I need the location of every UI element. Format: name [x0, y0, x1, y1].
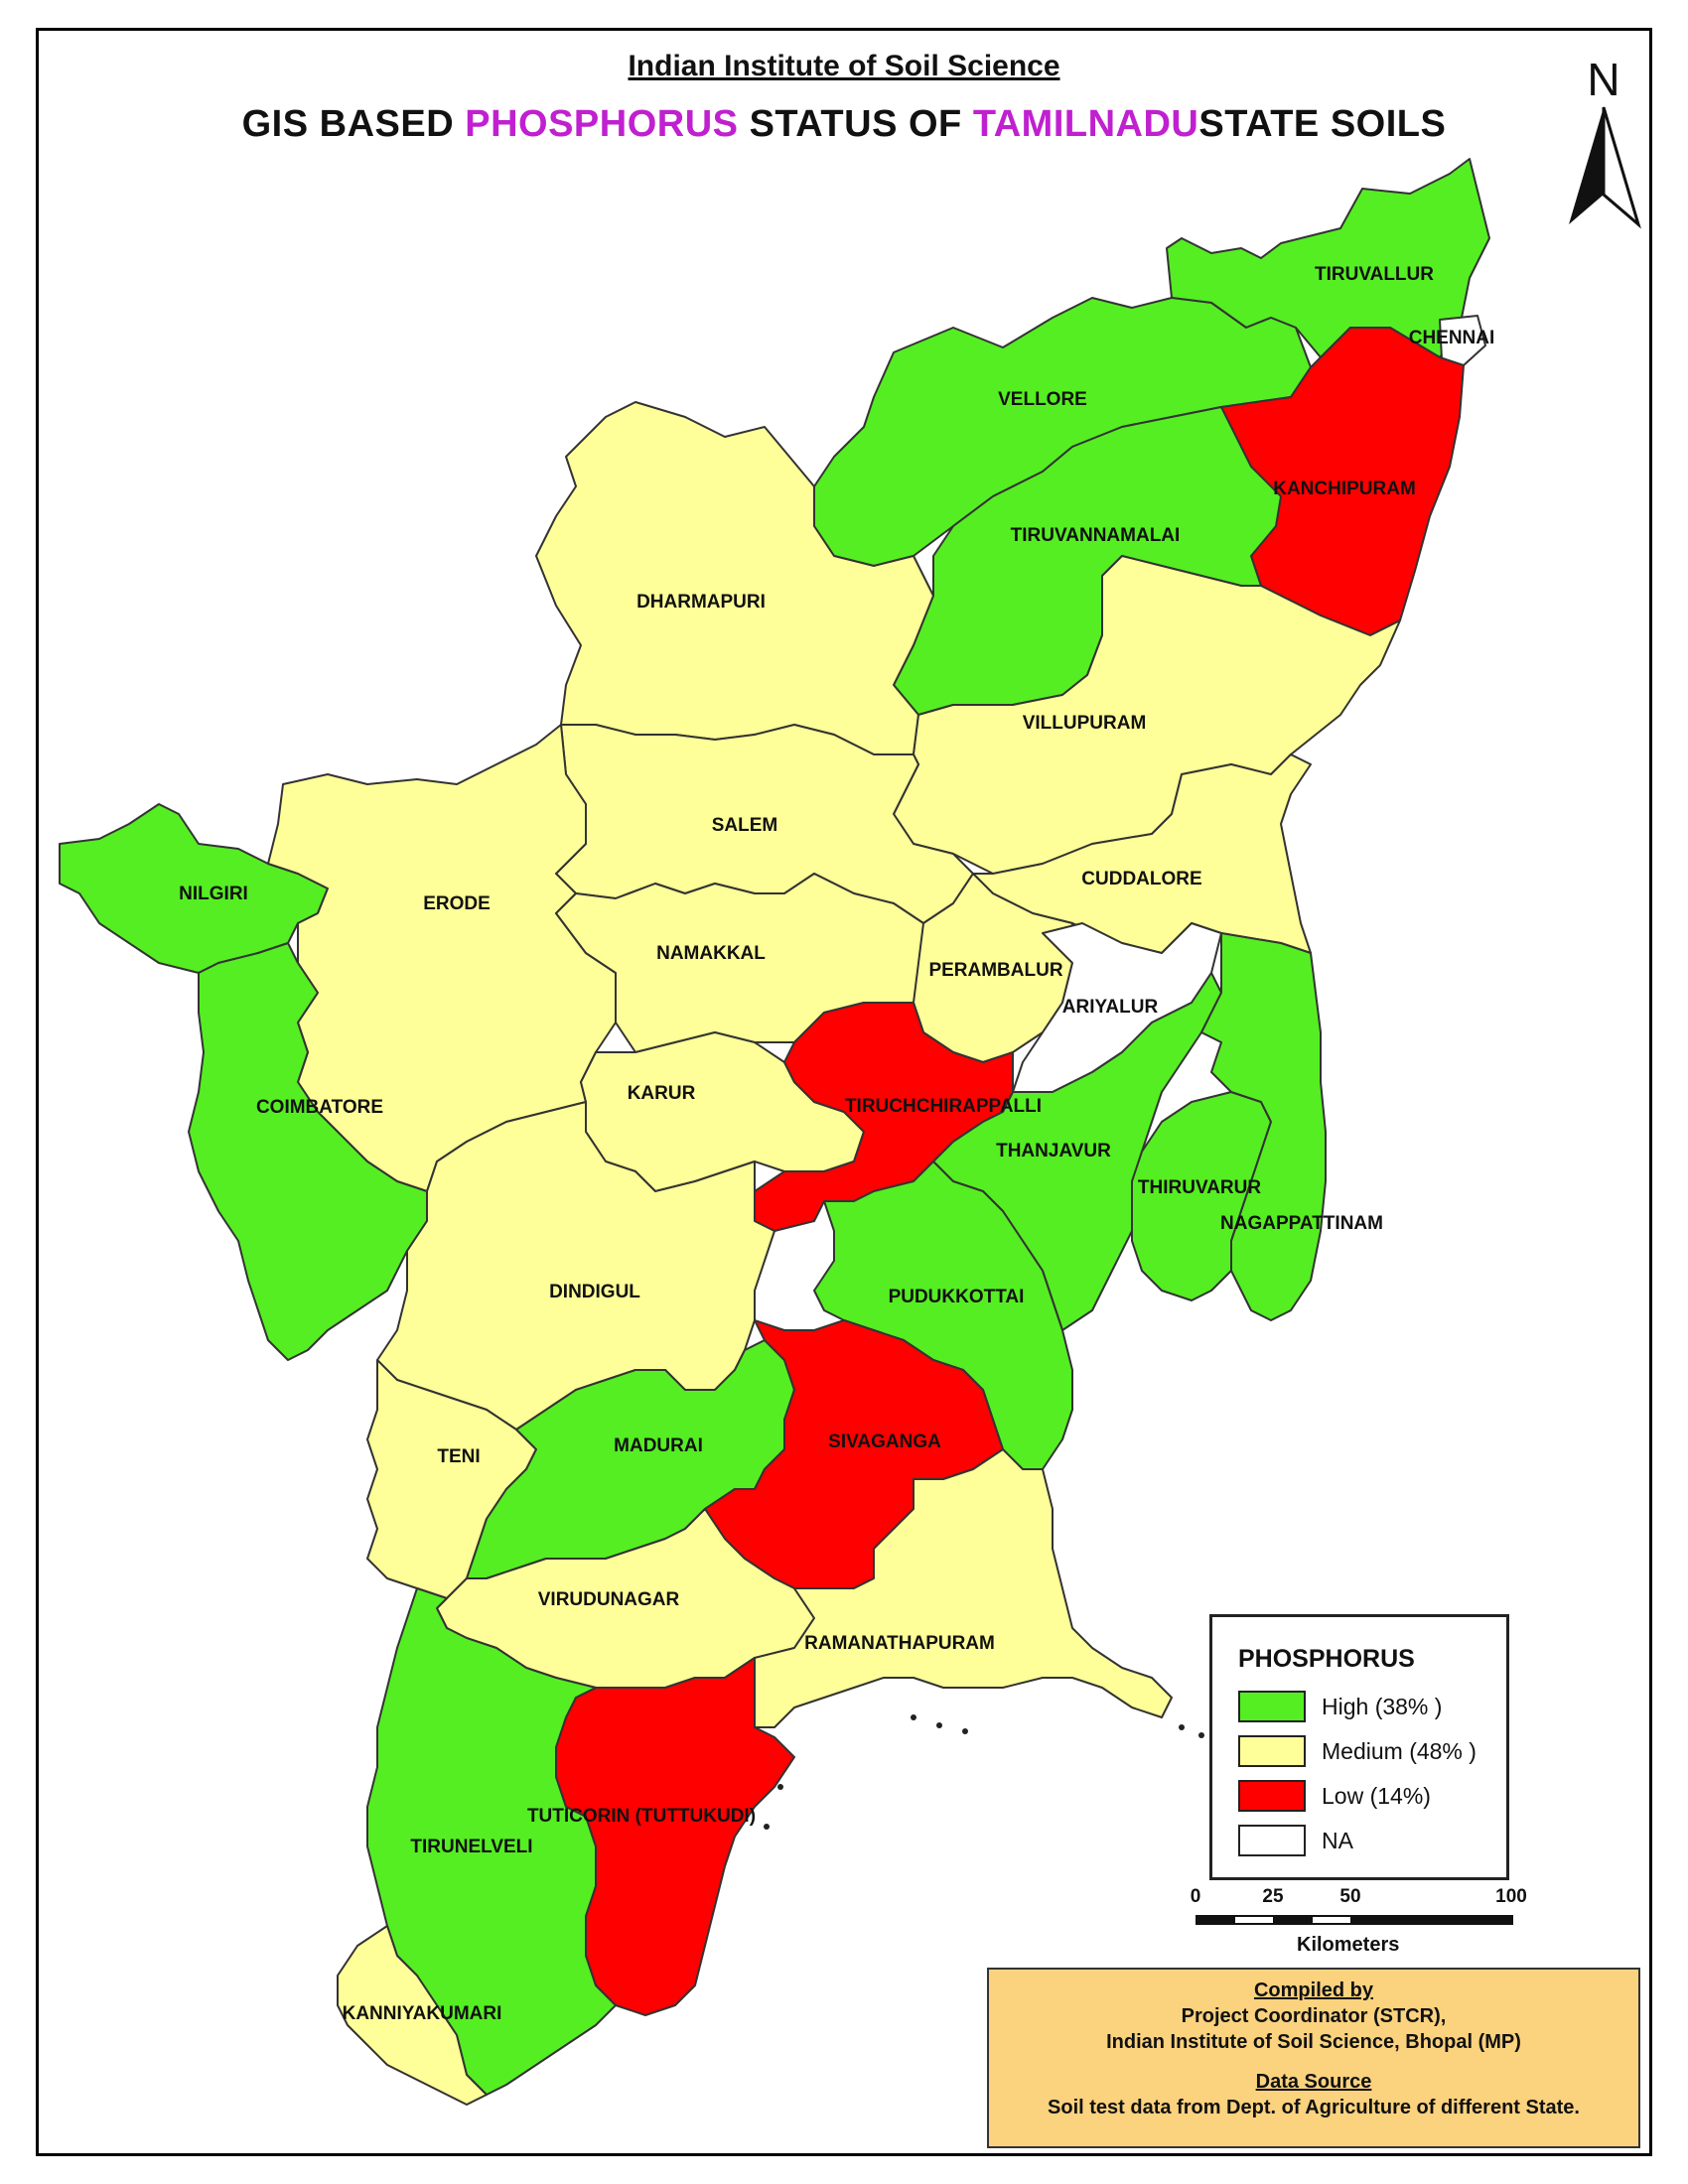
- district-labels: TIRUVALLUR CHENNAI VELLORE KANCHIPURAM T…: [179, 264, 1494, 2024]
- scale-segment: [1350, 1915, 1513, 1925]
- district-tirunelveli[interactable]: [366, 1587, 617, 2096]
- scale-bar: 0 25 50 100 Kilometers: [1188, 1886, 1527, 1956]
- scale-tick: 100: [1495, 1886, 1527, 1907]
- district-label: SALEM: [712, 815, 778, 836]
- district-label: VELLORE: [998, 389, 1087, 410]
- district-label: RAMANATHAPURAM: [804, 1633, 995, 1654]
- district-ramanathapuram[interactable]: [754, 1448, 1173, 1728]
- district-label: CHENNAI: [1409, 328, 1495, 348]
- scale-unit: Kilometers: [1297, 1934, 1400, 1956]
- scale-tick: 0: [1190, 1886, 1201, 1907]
- district-label: TIRUNELVELI: [410, 1837, 532, 1857]
- district-label: TENI: [437, 1446, 480, 1467]
- credits-box: Compiled by Project Coordinator (STCR), …: [987, 1968, 1640, 2148]
- district-label: PUDUKKOTTAI: [889, 1287, 1025, 1307]
- scale-tick: 50: [1339, 1886, 1361, 1907]
- district-label: TIRUVALLUR: [1315, 264, 1434, 285]
- north-label: N: [1587, 56, 1619, 105]
- district-label: TUTICORIN (TUTTUKUDI): [527, 1806, 756, 1827]
- district-label: KANCHIPURAM: [1273, 478, 1416, 499]
- district-label: DINDIGUL: [549, 1282, 640, 1302]
- legend-label: NA: [1322, 1827, 1353, 1853]
- map-title: GIS BASED PHOSPHORUS STATUS OF TAMILNADU…: [0, 103, 1688, 146]
- district-label: COIMBATORE: [256, 1097, 383, 1118]
- district-label: VILLUPURAM: [1023, 713, 1147, 734]
- title-part: STATE SOILS: [1198, 103, 1447, 145]
- legend-item-na: NA: [1238, 1823, 1353, 1858]
- map-frame: [36, 28, 1652, 2156]
- district-label: NAMAKKAL: [656, 943, 766, 964]
- district-label: NILGIRI: [179, 884, 248, 904]
- district-label: MADURAI: [614, 1435, 703, 1456]
- district-chennai[interactable]: [1439, 315, 1486, 366]
- district-label: ARIYALUR: [1062, 997, 1159, 1018]
- district-nagappattinam[interactable]: [1200, 932, 1327, 1321]
- legend-label: Low (14%): [1322, 1782, 1431, 1809]
- scale-segment: [1273, 1915, 1313, 1925]
- credits-source-heading: Data Source: [1255, 2071, 1372, 2093]
- credits-source-text: Soil test data from Dept. of Agriculture…: [1048, 2097, 1580, 2118]
- map-legend: PHOSPHORUS High (38% ) Medium (48% ) Low…: [1209, 1614, 1509, 1880]
- district-label: KANNIYAKUMARI: [343, 2003, 502, 2024]
- district-label: CUDDALORE: [1081, 869, 1201, 889]
- district-label: TIRUVANNAMALAI: [1011, 525, 1181, 546]
- district-label: NAGAPPATTINAM: [1220, 1213, 1383, 1234]
- title-state: TAMILNADU: [972, 103, 1199, 145]
- credits-line: Project Coordinator (STCR),: [1181, 2005, 1447, 2027]
- legend-label: Medium (48% ): [1322, 1737, 1477, 1764]
- district-label: DHARMAPURI: [636, 592, 766, 613]
- district-kanniyakumari[interactable]: [337, 1925, 488, 2106]
- scale-tick: 25: [1262, 1886, 1284, 1907]
- legend-title: PHOSPHORUS: [1238, 1645, 1415, 1673]
- legend-swatch: [1238, 1735, 1306, 1767]
- district-label: KARUR: [628, 1083, 696, 1104]
- district-label: SIVAGANGA: [828, 1432, 941, 1452]
- legend-swatch: [1238, 1780, 1306, 1812]
- scale-segment: [1196, 1915, 1235, 1925]
- title-part: STATUS OF: [738, 103, 973, 145]
- district-label: ERODE: [423, 893, 491, 914]
- organization-title: Indian Institute of Soil Science: [628, 50, 1060, 82]
- scale-segment: [1311, 1915, 1352, 1925]
- district-label: THANJAVUR: [996, 1141, 1111, 1161]
- credits-compiled-heading: Compiled by: [1253, 1979, 1373, 2001]
- title-nutrient: PHOSPHORUS: [465, 103, 739, 145]
- district-label: TIRUCHCHIRAPPALLI: [845, 1096, 1042, 1117]
- legend-swatch: [1238, 1825, 1306, 1856]
- district-label: THIRUVARUR: [1138, 1177, 1261, 1198]
- legend-item-medium: Medium (48% ): [1238, 1733, 1477, 1769]
- legend-label: High (38% ): [1322, 1693, 1443, 1719]
- title-part: GIS BASED: [241, 103, 466, 145]
- district-label: PERAMBALUR: [928, 960, 1062, 981]
- legend-item-high: High (38% ): [1238, 1689, 1442, 1724]
- credits-line: Indian Institute of Soil Science, Bhopal…: [1106, 2031, 1521, 2053]
- north-arrow-icon: N: [1569, 56, 1641, 229]
- legend-swatch: [1238, 1691, 1306, 1722]
- scale-segment: [1233, 1915, 1275, 1925]
- legend-item-low: Low (14%): [1238, 1778, 1431, 1814]
- district-pudukkottai[interactable]: [813, 1160, 1073, 1470]
- district-label: VIRUDUNAGAR: [538, 1589, 680, 1610]
- district-coimbatore[interactable]: [188, 942, 428, 1361]
